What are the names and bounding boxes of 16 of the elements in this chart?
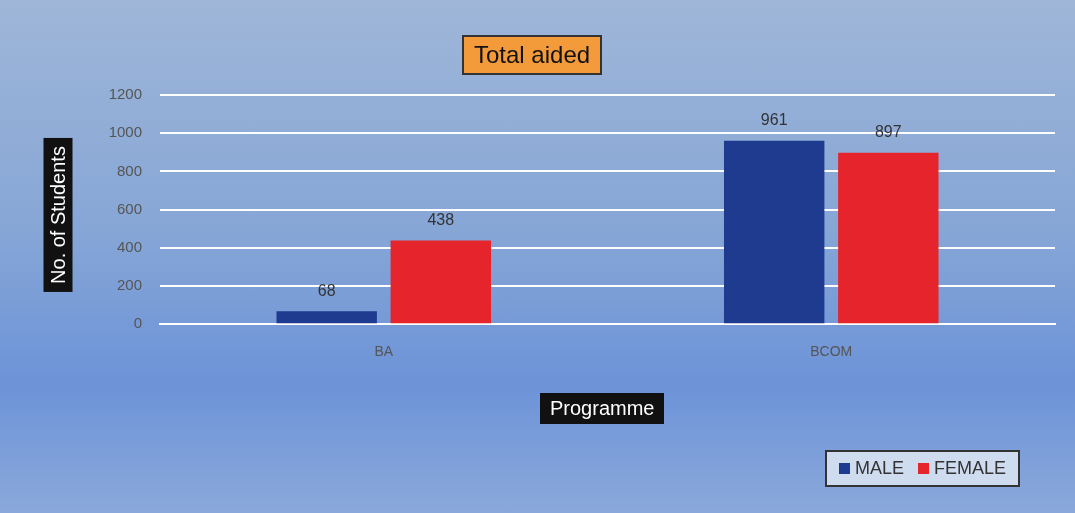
y-tick-label: 1000 — [108, 123, 142, 141]
y-tick-label: 1200 — [108, 85, 142, 103]
legend-label: MALE — [853, 458, 904, 479]
chart-title: Total aided — [462, 35, 603, 75]
y-tick-label: 200 — [116, 276, 142, 294]
y-tick-label: 800 — [116, 161, 142, 179]
x-tick-label: BCOM — [810, 343, 853, 360]
y-tick-label: 0 — [133, 314, 142, 332]
x-axis-title: Programme — [540, 393, 665, 424]
x-tick-label: BA — [374, 343, 394, 360]
data-label: 438 — [427, 210, 455, 228]
legend-label: FEMALE — [932, 458, 1006, 479]
y-axis-title: No. of Students — [43, 138, 73, 292]
data-label: 961 — [760, 111, 788, 129]
y-tick-label: 600 — [116, 199, 142, 217]
y-tick-label: 400 — [116, 237, 142, 255]
